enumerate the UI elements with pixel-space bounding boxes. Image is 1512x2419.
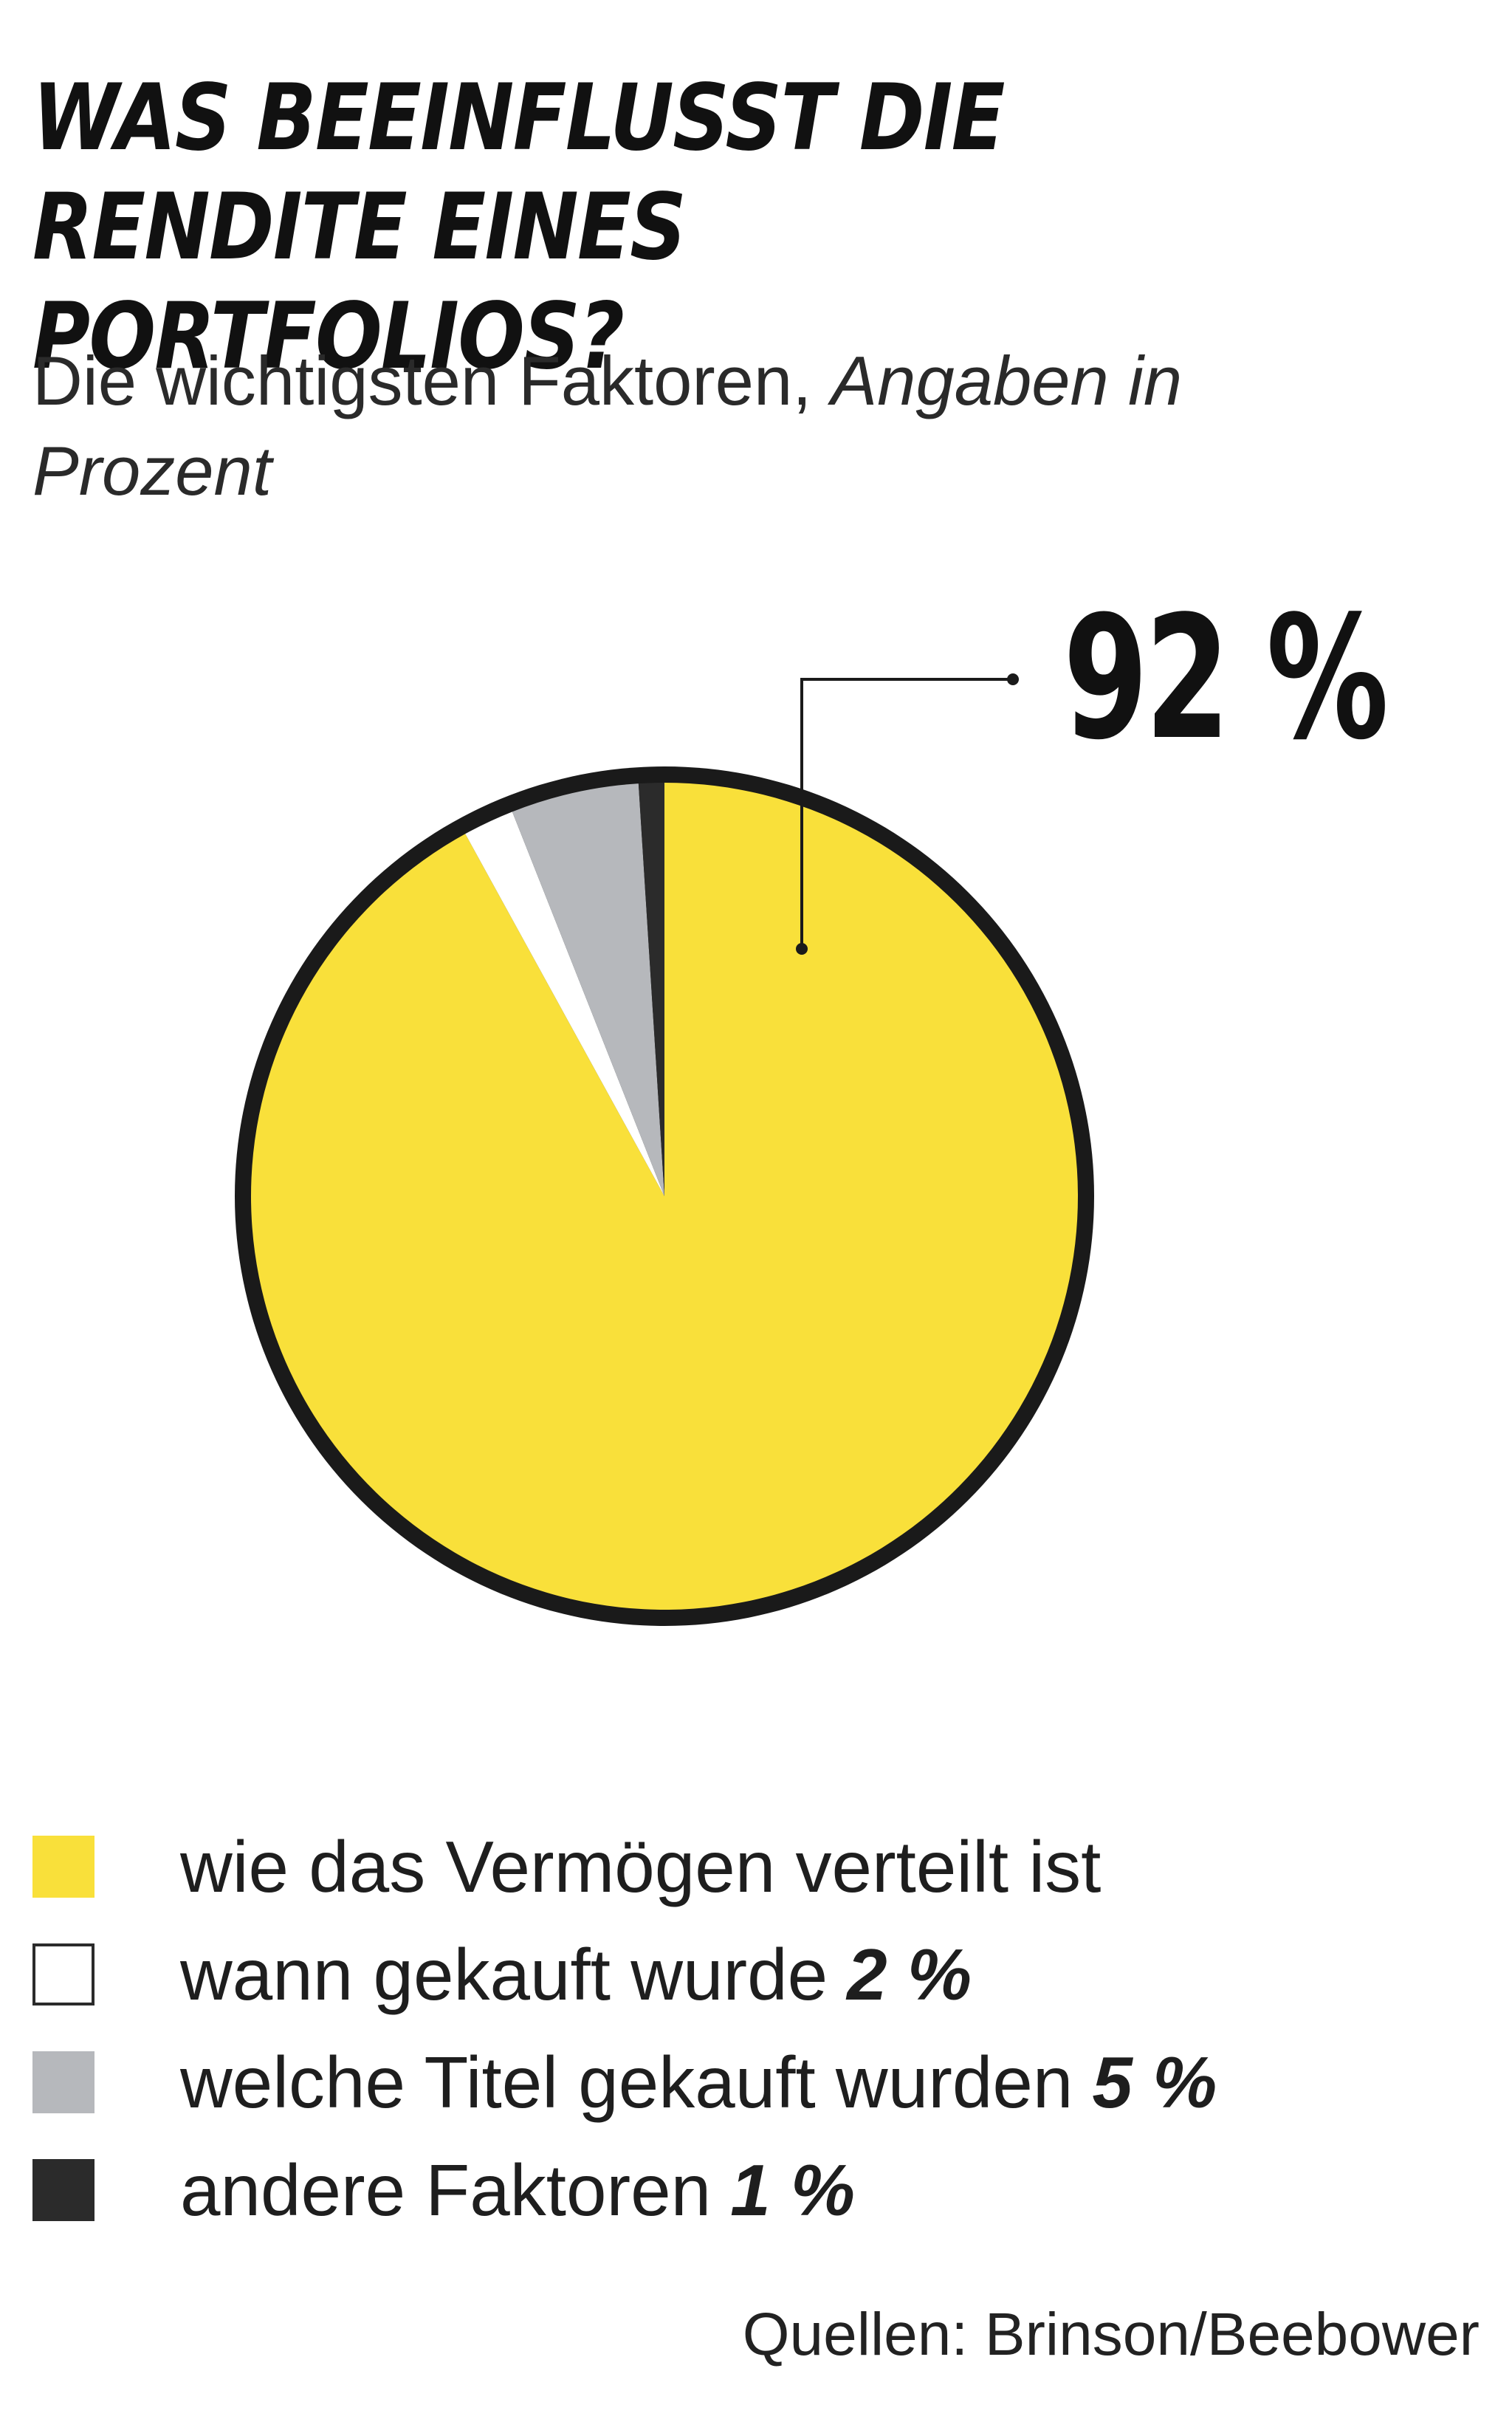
legend-item-security-selection: welche Titel gekauft wurden 5 % <box>32 2028 1480 2136</box>
source-note: Quellen: Brinson/Beebower <box>742 2301 1480 2368</box>
callout-value: 92 % <box>1063 580 1389 778</box>
legend-label: wie das Vermögen verteilt ist <box>180 1825 1102 1907</box>
pie-slice-other-factors <box>638 783 664 1196</box>
legend-swatch-other-factors <box>32 2159 94 2221</box>
legend-item-asset-allocation: wie das Vermögen verteilt ist <box>32 1813 1480 1921</box>
legend-swatch-market-timing <box>32 1943 94 2005</box>
callout-leader-dot-end <box>1007 673 1019 685</box>
legend-item-market-timing: wann gekauft wurde 2 % <box>32 1921 1480 2028</box>
legend-label: andere Faktoren <box>180 2149 712 2231</box>
pie-slices <box>251 783 1079 1610</box>
legend-swatch-asset-allocation <box>32 1836 94 1898</box>
chart-subtitle: Die wichtigsten Faktoren, Angaben in Pro… <box>32 336 1435 516</box>
legend-value: 1 % <box>730 2149 855 2231</box>
pie-slice-market-timing <box>465 812 664 1196</box>
pie-slice-asset-allocation <box>251 783 1079 1610</box>
legend-label: welche Titel gekauft wurden <box>180 2041 1073 2123</box>
chart-title: WAS BEEINFLUSST DIE RENDITE EINES PORTFO… <box>32 65 1006 390</box>
callout-leader-dot <box>796 943 808 955</box>
legend-swatch-security-selection <box>32 2051 94 2113</box>
subtitle-unit: Angaben in Prozent <box>32 342 1183 509</box>
legend-value: 5 % <box>1092 2041 1217 2123</box>
subtitle-text: Die wichtigsten Faktoren, <box>32 342 812 419</box>
legend-label: wann gekauft wurde <box>180 1933 828 2015</box>
legend-value: 2 % <box>847 1933 972 2015</box>
callout-leader-line <box>800 678 1013 949</box>
pie-slice-security-selection <box>512 783 664 1196</box>
legend: wie das Vermögen verteilt ist wann gekauf… <box>32 1813 1480 2244</box>
legend-item-other-factors: andere Faktoren 1 % <box>32 2136 1480 2244</box>
